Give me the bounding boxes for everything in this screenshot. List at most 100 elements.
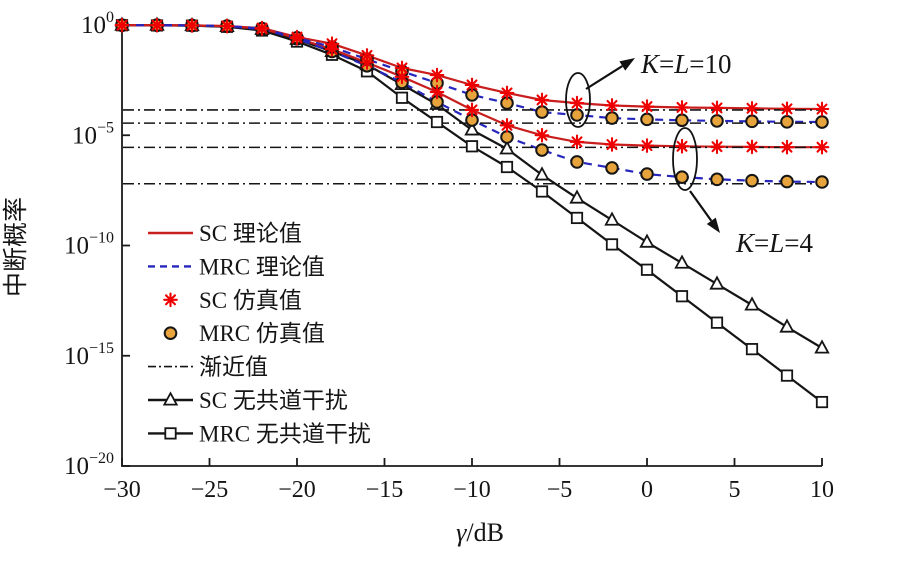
legend-item: 渐近值	[148, 355, 268, 380]
asterisk-marker	[709, 139, 725, 155]
asterisk-marker	[534, 92, 550, 108]
circle-marker	[570, 108, 584, 122]
asterisk-marker	[464, 102, 480, 118]
asterisk-marker	[604, 98, 620, 113]
x-tick-label: −30	[103, 477, 141, 503]
legend-item: SC 理论值	[148, 221, 302, 246]
asterisk-marker	[464, 77, 480, 93]
asterisk-marker	[604, 137, 620, 152]
asterisk-marker	[814, 101, 830, 117]
legend-item: MRC 理论值	[148, 254, 325, 279]
circle-marker	[500, 130, 514, 144]
square-marker	[745, 343, 759, 356]
square-marker	[570, 211, 584, 225]
asterisk-marker	[534, 127, 550, 143]
asterisk-marker	[429, 84, 445, 100]
asterisk-marker	[639, 138, 655, 153]
x-tick-label: 10	[810, 477, 834, 503]
x-tick-label: −10	[453, 477, 491, 503]
asterisk-marker	[569, 134, 585, 150]
annotation-arrow-shaft	[585, 65, 623, 90]
asterisk-marker	[499, 85, 515, 101]
annotation-ellipse	[565, 72, 591, 128]
legend-item-label: MRC 无共道干扰	[199, 421, 371, 446]
y-axis: 100 10−5 10−10 10−15 10−20	[64, 9, 130, 480]
x-tick-label: −20	[278, 477, 316, 503]
annotation-text: K=L=10	[640, 49, 732, 79]
circle-marker	[535, 143, 549, 157]
square-marker	[605, 238, 619, 251]
y-axis-label: 中断概率	[2, 197, 30, 297]
triangle-marker	[499, 140, 515, 155]
circle-marker	[675, 170, 689, 184]
annotation-arrow-shaft	[689, 190, 713, 222]
asterisk-marker	[744, 100, 760, 116]
asterisk-marker	[569, 95, 585, 111]
circle-marker	[815, 115, 829, 129]
asterisk-marker	[149, 17, 165, 33]
y-tick-label: 10−20	[64, 450, 114, 480]
annotations: K=L=10 K=L=4	[565, 49, 814, 258]
x-tick-label: −25	[191, 477, 229, 503]
series-markers	[114, 16, 830, 409]
asterisk-marker	[499, 117, 515, 133]
x-tick-label: 5	[729, 477, 741, 503]
x-tick-label: −5	[547, 477, 573, 503]
asterisk-marker	[394, 60, 410, 76]
square-marker	[164, 427, 177, 440]
circle-marker	[640, 112, 654, 127]
circle-marker	[605, 111, 619, 125]
triangle-marker	[534, 166, 550, 181]
square-marker	[815, 395, 829, 409]
series-line	[122, 24, 823, 124]
circle-marker	[675, 113, 689, 128]
x-axis-label: γ/dB	[456, 518, 504, 547]
annotation-arrow-head	[706, 217, 720, 233]
circle-marker	[745, 114, 759, 129]
asterisk-marker	[709, 100, 725, 116]
annotation: K=L=10	[565, 49, 732, 128]
legend-item-label: MRC 仿真值	[199, 321, 325, 346]
asterisk-marker	[254, 20, 270, 36]
y-tick-label: 10−15	[64, 340, 114, 370]
asterisk-marker	[359, 48, 375, 63]
y-tick-label: 10−10	[64, 230, 114, 260]
square-marker	[780, 369, 794, 382]
circle-marker	[640, 167, 654, 181]
asterisk-marker	[324, 36, 340, 52]
asterisk-marker	[289, 29, 305, 45]
legend-item: MRC 无共道干扰	[148, 421, 371, 446]
triangle-marker	[639, 233, 655, 248]
asterisk-marker	[114, 17, 130, 33]
square-marker	[710, 316, 724, 329]
circle-marker	[780, 114, 794, 129]
triangle-marker	[709, 275, 725, 290]
circle-marker	[710, 114, 724, 128]
annotation: K=L=4	[672, 127, 814, 258]
triangle-marker	[779, 318, 795, 333]
circle-marker	[815, 175, 829, 189]
triangle-marker	[604, 211, 620, 226]
legend-item-label: SC 无共道干扰	[199, 388, 348, 413]
legend-item: MRC 仿真值	[163, 321, 325, 346]
x-tick-label: −15	[366, 477, 404, 503]
square-marker	[640, 263, 654, 276]
x-axis: −30 −25 −20 −15 −10 −5 0 5 10	[103, 458, 834, 503]
circle-marker	[745, 173, 759, 188]
legend-item: SC 仿真值	[163, 288, 302, 313]
y-tick-label: 100	[81, 9, 114, 39]
square-marker	[465, 140, 479, 153]
annotation-text: K=L=4	[735, 228, 814, 258]
asterisk-marker	[744, 139, 760, 155]
square-marker	[500, 160, 514, 174]
asterisk-marker	[184, 18, 200, 33]
triangle-marker	[744, 296, 760, 311]
legend-item-label: SC 理论值	[199, 221, 302, 246]
y-tick-label: 10−5	[72, 119, 114, 149]
asterisk-marker	[779, 139, 795, 155]
square-marker	[535, 185, 549, 198]
legend-item-label: MRC 理论值	[199, 254, 325, 279]
annotation-ellipse	[672, 127, 698, 191]
